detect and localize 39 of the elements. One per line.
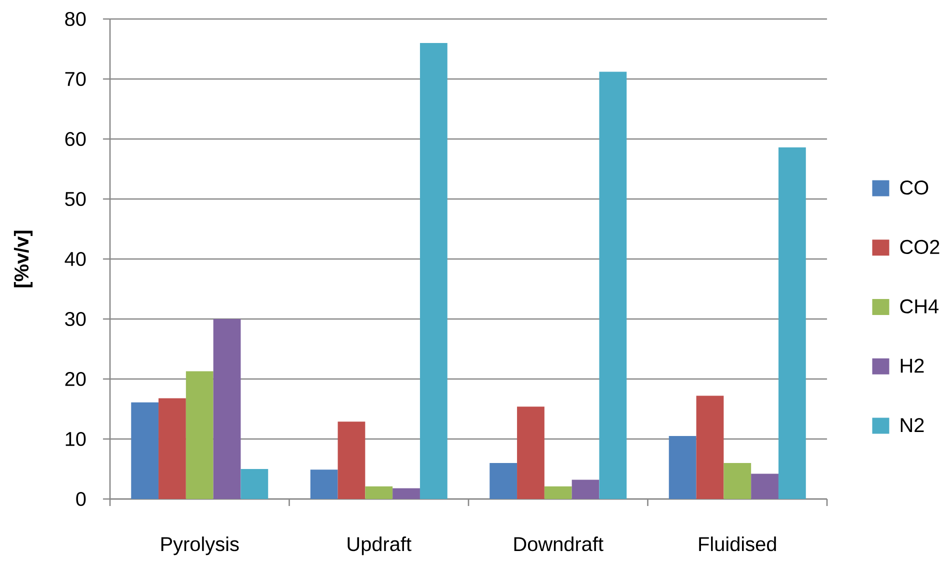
y-tick-label: 20 [65,372,86,386]
bar [240,469,268,499]
bar [392,488,420,499]
bar [490,463,518,499]
bar [751,474,778,499]
bar [338,422,366,499]
y-tick-label: 40 [64,252,86,266]
bar [778,147,806,499]
bar [517,406,544,499]
y-axis-title: [%v/v] [14,230,33,288]
y-tick-label: 80 [65,12,86,26]
y-tick-label: 10 [66,432,86,446]
bar [668,436,696,499]
bar [158,398,186,499]
legend-label: N2 [900,418,924,432]
legend-label: CO [900,180,928,195]
bar [599,72,627,499]
legend-label: CO2 [900,240,940,254]
bar [696,396,724,499]
bar [186,371,214,499]
y-tick-label: 0 [76,492,86,506]
x-tick-label: Downdraft [514,536,604,552]
bar [420,42,448,499]
x-tick-label: Pyrolysis [161,536,239,556]
bar [724,463,752,499]
x-tick-label: Fluidised [699,536,776,552]
bar [310,470,338,499]
y-tick-label: 70 [65,72,86,86]
legend-label: H2 [900,358,924,373]
bar [213,318,241,499]
y-tick-label: 60 [65,132,86,146]
legend-label: CH4 [900,299,938,314]
bar [544,486,572,499]
y-tick-label: 50 [65,192,86,206]
bar [365,486,393,499]
bar [572,480,600,499]
x-tick-label: Updraft [348,536,412,556]
y-tick-label: 30 [65,312,86,326]
bar [131,402,159,499]
